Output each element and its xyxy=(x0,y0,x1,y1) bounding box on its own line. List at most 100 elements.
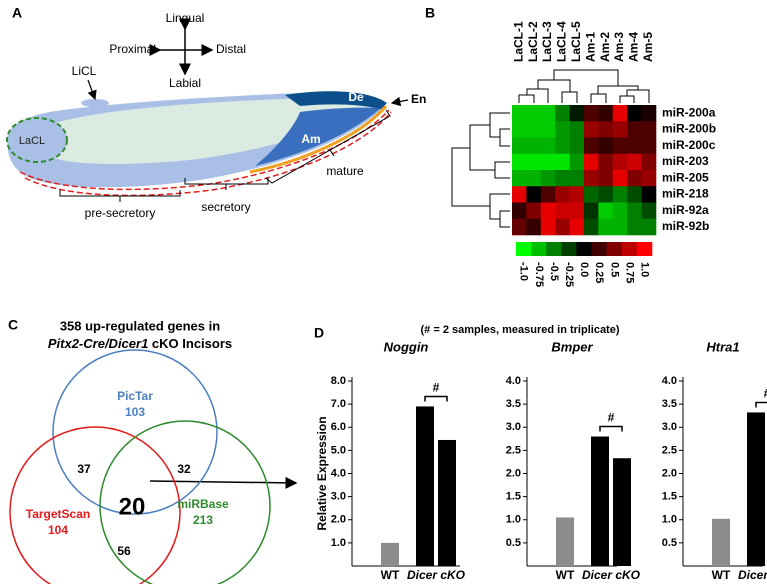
tooth-diagram xyxy=(6,79,409,202)
heatmap-cell xyxy=(627,202,642,220)
colorbar-segment xyxy=(546,242,562,256)
colorbar-label: 0.0 xyxy=(578,262,590,277)
y-tick-label: 3.5 xyxy=(662,398,677,410)
column-label: Am-5 xyxy=(641,32,655,62)
dendrogram xyxy=(451,69,650,228)
heatmap-cell xyxy=(641,170,657,187)
heatmap-cell xyxy=(555,186,570,203)
x-tick-label: WT xyxy=(556,568,575,582)
column-label: LaCL-4 xyxy=(555,21,569,62)
heatmap-cell xyxy=(612,153,628,171)
heatmap-cell xyxy=(584,121,599,138)
heatmap-cell xyxy=(598,218,614,236)
heatmap-cell xyxy=(555,137,570,155)
y-tick-label: 5.0 xyxy=(331,444,346,456)
venn-title-italic: Pitx2-Cre/Dicer1 xyxy=(48,336,148,351)
heatmap-cell xyxy=(555,218,570,236)
venn-title-rest: cKO Incisors xyxy=(148,336,232,351)
column-label: LaCL-5 xyxy=(569,21,583,62)
colorbar-segment xyxy=(621,242,638,256)
row-label: miR-200c xyxy=(662,138,716,152)
column-label: Am-2 xyxy=(598,32,612,62)
y-tick-label: 4.0 xyxy=(331,467,346,479)
y-tick-label: 4.0 xyxy=(506,375,521,387)
venn-overlap-count: 56 xyxy=(117,544,131,558)
venn-circle xyxy=(99,420,271,584)
heatmap-cell xyxy=(641,202,657,220)
venn-overlap-count: 32 xyxy=(177,462,191,476)
heatmap-cell xyxy=(540,121,556,138)
heatmap-cell xyxy=(555,202,570,220)
chart-title: Noggin xyxy=(384,339,429,354)
row-label: miR-200a xyxy=(662,105,716,119)
y-tick-label: 1.0 xyxy=(506,514,521,526)
significance-bracket xyxy=(755,401,767,408)
heatmap-cell xyxy=(627,105,642,122)
colorbar-label: 0.25 xyxy=(593,262,605,283)
chart-title: Htra1 xyxy=(706,339,739,354)
heatmap-cell xyxy=(641,153,657,171)
heatmap-cell xyxy=(598,137,614,155)
panel-label: B xyxy=(425,5,435,21)
bar xyxy=(712,518,730,566)
panel-label: D xyxy=(314,325,324,341)
y-tick-label: 1.0 xyxy=(662,514,677,526)
heatmap-cell xyxy=(555,170,570,187)
significance-label: # xyxy=(764,387,767,401)
heatmap-cell xyxy=(569,153,585,171)
y-axis-label: Relative Expression xyxy=(315,416,329,530)
bar xyxy=(591,436,609,566)
column-label: Am-4 xyxy=(627,32,641,62)
column-label: LaCL-1 xyxy=(511,21,525,62)
heatmap-cell xyxy=(512,153,527,171)
y-tick-label: 2.0 xyxy=(662,467,677,479)
x-tick-label: WT xyxy=(712,568,731,582)
significance-label: # xyxy=(433,381,440,395)
venn-circle xyxy=(52,349,218,515)
heatmap-cell xyxy=(612,218,628,236)
bar xyxy=(747,412,765,566)
heatmap-cell xyxy=(598,186,614,203)
x-tick-label: Dicer cKO xyxy=(582,568,641,582)
heatmap-cell xyxy=(641,105,657,122)
y-tick-label: 8.0 xyxy=(331,375,346,387)
column-label: Am-1 xyxy=(583,32,597,62)
bar xyxy=(613,458,631,566)
heatmap-cell xyxy=(584,202,599,220)
stage-label: secretory xyxy=(201,200,250,214)
heatmap-cell xyxy=(612,202,628,220)
heatmap-cell xyxy=(555,121,570,138)
y-tick-label: 2.5 xyxy=(662,444,677,456)
y-tick-label: 0.5 xyxy=(662,537,677,549)
heatmap-cell xyxy=(569,105,585,122)
heatmap-cell xyxy=(512,202,527,220)
heatmap-cell xyxy=(612,186,628,203)
heatmap-cell xyxy=(598,202,614,220)
structure-label: En xyxy=(411,92,426,106)
heatmap-cell xyxy=(540,105,556,122)
y-tick-label: 3.0 xyxy=(662,421,677,433)
colorbar-segment xyxy=(576,242,592,256)
row-label: miR-205 xyxy=(662,170,709,184)
heatmap-cell xyxy=(641,137,657,155)
heatmap-cell xyxy=(641,186,657,203)
structure-label: De xyxy=(348,90,364,104)
x-tick-label: WT xyxy=(381,568,400,582)
y-tick-label: 2.0 xyxy=(506,467,521,479)
heatmap-cell xyxy=(512,105,527,122)
heatmap-cell xyxy=(627,170,642,187)
structure-label: Am xyxy=(301,132,320,146)
heatmap-cell xyxy=(598,170,614,187)
compass-label: Proximal xyxy=(109,42,156,56)
venn-title: Pitx2-Cre/Dicer1 cKO Incisors xyxy=(48,336,232,351)
heatmap-cell xyxy=(540,153,556,171)
heatmap-cell xyxy=(540,202,556,220)
colorbar-label: 0.75 xyxy=(623,262,635,283)
heatmap-cell xyxy=(584,186,599,203)
compass xyxy=(149,18,214,76)
stage-label: mature xyxy=(326,164,364,178)
venn-set-count: 213 xyxy=(193,513,213,527)
colorbar-label: 1.0 xyxy=(639,262,651,277)
colorbar-label: 0.5 xyxy=(608,262,620,277)
